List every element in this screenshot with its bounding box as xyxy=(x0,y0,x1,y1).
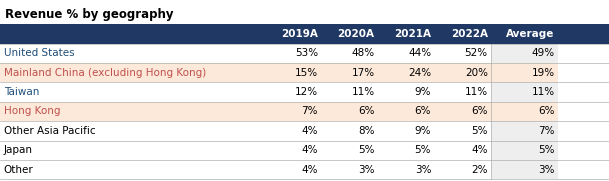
Text: 2020A: 2020A xyxy=(337,29,375,39)
Bar xyxy=(0,83,491,102)
Text: 17%: 17% xyxy=(351,68,375,78)
Bar xyxy=(491,102,558,121)
Text: 19%: 19% xyxy=(532,68,555,78)
Text: 2019A: 2019A xyxy=(281,29,318,39)
Text: 3%: 3% xyxy=(358,165,375,174)
Text: 6%: 6% xyxy=(358,106,375,117)
Text: 5%: 5% xyxy=(471,126,488,136)
Bar xyxy=(0,24,609,44)
Text: 9%: 9% xyxy=(415,126,431,136)
Bar xyxy=(491,140,558,160)
Text: 52%: 52% xyxy=(465,49,488,58)
Text: 44%: 44% xyxy=(408,49,431,58)
Text: 4%: 4% xyxy=(301,165,318,174)
Text: 2022A: 2022A xyxy=(451,29,488,39)
Text: Hong Kong: Hong Kong xyxy=(4,106,60,117)
Text: 48%: 48% xyxy=(351,49,375,58)
Bar xyxy=(491,121,558,140)
Text: 7%: 7% xyxy=(301,106,318,117)
Text: 11%: 11% xyxy=(465,87,488,97)
Text: 15%: 15% xyxy=(295,68,318,78)
Text: 6%: 6% xyxy=(471,106,488,117)
Text: United States: United States xyxy=(4,49,74,58)
Bar xyxy=(0,140,491,160)
Text: 20%: 20% xyxy=(465,68,488,78)
Text: Japan: Japan xyxy=(4,145,33,155)
Bar xyxy=(491,63,558,83)
Text: Average: Average xyxy=(507,29,555,39)
Text: 11%: 11% xyxy=(351,87,375,97)
Text: 2021A: 2021A xyxy=(394,29,431,39)
Bar xyxy=(0,63,491,83)
Bar xyxy=(491,83,558,102)
Text: 9%: 9% xyxy=(415,87,431,97)
Text: Other: Other xyxy=(4,165,33,174)
Text: 8%: 8% xyxy=(358,126,375,136)
Text: 5%: 5% xyxy=(415,145,431,155)
Text: Other Asia Pacific: Other Asia Pacific xyxy=(4,126,95,136)
Text: 3%: 3% xyxy=(538,165,555,174)
Bar xyxy=(491,44,558,63)
Text: 49%: 49% xyxy=(532,49,555,58)
Text: 2%: 2% xyxy=(471,165,488,174)
Text: 12%: 12% xyxy=(295,87,318,97)
Text: 4%: 4% xyxy=(301,145,318,155)
Bar xyxy=(0,160,491,179)
Bar xyxy=(491,160,558,179)
Text: Mainland China (excluding Hong Kong): Mainland China (excluding Hong Kong) xyxy=(4,68,206,78)
Bar xyxy=(0,44,491,63)
Text: 6%: 6% xyxy=(538,106,555,117)
Bar xyxy=(0,121,491,140)
Text: 5%: 5% xyxy=(358,145,375,155)
Text: 24%: 24% xyxy=(408,68,431,78)
Text: 7%: 7% xyxy=(538,126,555,136)
Text: 53%: 53% xyxy=(295,49,318,58)
Text: Taiwan: Taiwan xyxy=(4,87,39,97)
Text: 4%: 4% xyxy=(471,145,488,155)
Text: 4%: 4% xyxy=(301,126,318,136)
Text: Revenue % by geography: Revenue % by geography xyxy=(5,8,174,21)
Bar xyxy=(0,102,491,121)
Text: 11%: 11% xyxy=(532,87,555,97)
Text: 6%: 6% xyxy=(415,106,431,117)
Text: 3%: 3% xyxy=(415,165,431,174)
Text: 5%: 5% xyxy=(538,145,555,155)
